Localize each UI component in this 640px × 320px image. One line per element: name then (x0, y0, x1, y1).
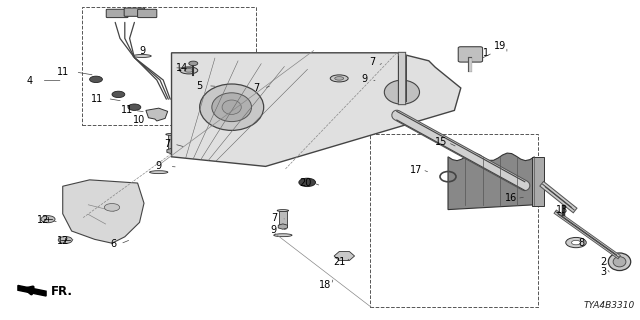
Polygon shape (358, 69, 369, 75)
FancyBboxPatch shape (138, 9, 157, 18)
Text: 15: 15 (435, 137, 448, 148)
Ellipse shape (357, 55, 370, 57)
Circle shape (104, 204, 120, 211)
Text: 2: 2 (600, 257, 606, 268)
Bar (532, 157, 544, 206)
Circle shape (572, 240, 580, 245)
Text: 11: 11 (120, 105, 133, 116)
Ellipse shape (150, 171, 168, 174)
Text: 9: 9 (156, 161, 162, 172)
Circle shape (41, 216, 55, 223)
Text: 14: 14 (175, 63, 188, 73)
FancyBboxPatch shape (458, 47, 483, 62)
Circle shape (299, 178, 316, 187)
Ellipse shape (206, 114, 300, 146)
Ellipse shape (133, 54, 151, 58)
Polygon shape (167, 148, 176, 154)
FancyBboxPatch shape (106, 9, 128, 18)
Circle shape (189, 61, 198, 66)
Ellipse shape (166, 133, 177, 135)
Ellipse shape (335, 77, 344, 80)
Text: 7: 7 (164, 139, 171, 149)
Text: 11: 11 (91, 93, 104, 104)
Polygon shape (334, 252, 355, 260)
Text: 12: 12 (37, 215, 50, 225)
Bar (264, 79, 272, 97)
Ellipse shape (180, 67, 198, 74)
Text: 11: 11 (56, 67, 69, 77)
Ellipse shape (212, 93, 252, 122)
Ellipse shape (184, 69, 193, 72)
Ellipse shape (277, 210, 289, 212)
Text: 9: 9 (271, 225, 277, 236)
Text: 13: 13 (556, 204, 568, 215)
Ellipse shape (330, 75, 348, 82)
Ellipse shape (274, 234, 292, 237)
Text: 8: 8 (578, 237, 584, 248)
Text: 19: 19 (494, 41, 507, 52)
Circle shape (90, 76, 102, 83)
Ellipse shape (222, 100, 241, 114)
Polygon shape (146, 108, 168, 121)
Text: 4: 4 (27, 76, 33, 86)
Ellipse shape (384, 80, 420, 104)
Polygon shape (172, 53, 461, 166)
Text: FR.: FR. (51, 285, 73, 298)
Text: 3: 3 (600, 267, 606, 277)
Ellipse shape (200, 84, 264, 131)
Text: 9: 9 (139, 45, 145, 56)
Bar (370, 134, 538, 307)
Text: 6: 6 (111, 239, 117, 249)
Text: 10: 10 (133, 115, 146, 125)
Bar (279, 211, 287, 227)
Text: 7: 7 (369, 57, 376, 68)
Ellipse shape (613, 257, 626, 267)
Text: 20: 20 (300, 178, 312, 188)
Polygon shape (448, 153, 534, 210)
Bar (360, 56, 367, 72)
Polygon shape (278, 224, 287, 229)
Polygon shape (206, 77, 234, 91)
Text: 7: 7 (271, 212, 277, 223)
Circle shape (58, 236, 72, 244)
Text: 7: 7 (253, 83, 259, 93)
Polygon shape (63, 180, 144, 243)
Text: 16: 16 (504, 193, 517, 204)
Text: TYA4B3310: TYA4B3310 (584, 301, 635, 310)
Bar (82, 7, 256, 125)
Bar (168, 134, 175, 151)
FancyBboxPatch shape (124, 8, 145, 16)
Text: 9: 9 (362, 74, 368, 84)
Text: 18: 18 (319, 280, 332, 290)
Ellipse shape (355, 83, 372, 86)
Text: 12: 12 (56, 236, 69, 246)
Polygon shape (262, 94, 273, 100)
Circle shape (112, 91, 125, 98)
Text: 21: 21 (333, 257, 346, 268)
Circle shape (566, 237, 586, 248)
Text: 1: 1 (483, 48, 490, 58)
Ellipse shape (261, 78, 274, 80)
Polygon shape (18, 285, 46, 296)
Circle shape (128, 104, 141, 110)
Ellipse shape (608, 253, 631, 270)
Text: 17: 17 (410, 164, 422, 175)
Text: 5: 5 (196, 81, 203, 91)
